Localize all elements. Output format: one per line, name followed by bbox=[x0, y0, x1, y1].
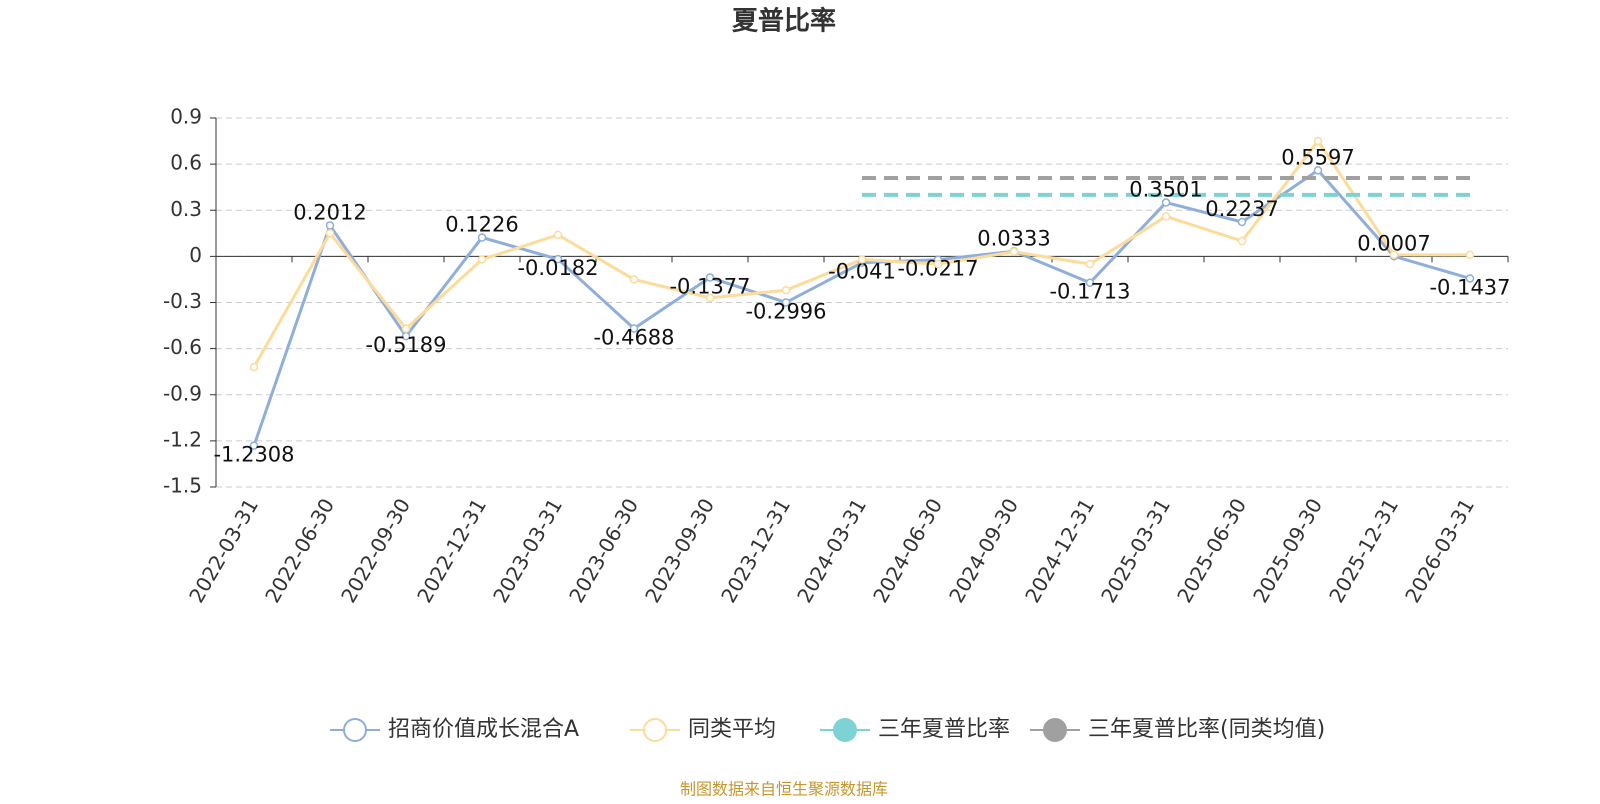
data-label: -0.0182 bbox=[517, 256, 598, 280]
x-tick-label: 2024-06-30 bbox=[868, 494, 947, 607]
y-tick-label: -1.5 bbox=[163, 474, 202, 498]
x-tick-label: 2023-06-30 bbox=[564, 494, 643, 607]
x-tick-label: 2022-06-30 bbox=[260, 494, 339, 607]
x-tick-label: 2023-09-30 bbox=[640, 494, 719, 607]
legend-item[interactable]: 三年夏普比率(同类均值) bbox=[1030, 717, 1325, 742]
point bbox=[1313, 166, 1323, 175]
point bbox=[325, 221, 335, 230]
legend-marker bbox=[833, 718, 857, 742]
x-tick-label: 2023-12-31 bbox=[716, 494, 795, 607]
point bbox=[1085, 278, 1095, 287]
data-label: -0.1437 bbox=[1429, 275, 1510, 299]
data-label: -0.1713 bbox=[1049, 280, 1130, 304]
point bbox=[1313, 136, 1323, 146]
legend-label: 同类平均 bbox=[688, 717, 776, 742]
point bbox=[1009, 247, 1019, 257]
footer: 制图数据来自恒生聚源数据库 bbox=[680, 780, 888, 799]
legend-label: 三年夏普比率 bbox=[878, 717, 1010, 742]
x-tick-label: 2023-03-31 bbox=[488, 494, 567, 607]
legend-marker bbox=[643, 718, 667, 742]
point bbox=[629, 324, 639, 333]
data-label: -0.5189 bbox=[365, 333, 446, 357]
point bbox=[1161, 212, 1171, 221]
x-tick-label: 2022-03-31 bbox=[184, 494, 263, 607]
data-label: 0.5597 bbox=[1281, 145, 1354, 169]
data-label: 0.0333 bbox=[977, 226, 1050, 250]
x-tick-label: 2025-03-31 bbox=[1096, 494, 1175, 607]
point bbox=[249, 441, 259, 450]
legend-item[interactable]: 招商价值成长混合A bbox=[330, 717, 579, 742]
y-tick-label: -1.2 bbox=[163, 427, 202, 451]
y-tick-label: 0 bbox=[189, 243, 202, 267]
x-tick-label: 2025-06-30 bbox=[1172, 494, 1251, 607]
y-tick-label: 0.9 bbox=[170, 105, 202, 129]
point bbox=[1465, 274, 1475, 283]
point bbox=[781, 298, 791, 307]
point bbox=[477, 255, 487, 264]
point bbox=[1237, 217, 1247, 227]
y-tick-label: -0.9 bbox=[163, 381, 202, 405]
legend-label: 三年夏普比率(同类均值) bbox=[1088, 717, 1325, 742]
point bbox=[705, 293, 715, 303]
point bbox=[1161, 198, 1171, 207]
data-label: -1.2308 bbox=[213, 443, 294, 467]
point bbox=[249, 362, 259, 372]
data-label: -0.4688 bbox=[593, 325, 674, 349]
point bbox=[1389, 250, 1399, 260]
legend-item[interactable]: 同类平均 bbox=[630, 717, 776, 742]
legend-marker bbox=[1043, 718, 1067, 742]
x-tick-label: 2024-09-30 bbox=[944, 494, 1023, 607]
y-tick-label: 0.6 bbox=[170, 151, 202, 175]
y-tick-label: -0.3 bbox=[163, 289, 202, 313]
data-label: 0.2012 bbox=[293, 200, 366, 224]
y-tick-label: -0.6 bbox=[163, 335, 202, 359]
x-tick-label: 2026-03-31 bbox=[1400, 494, 1479, 607]
series-line bbox=[252, 168, 1471, 447]
legend-label: 招商价值成长混合A bbox=[388, 717, 579, 742]
data-label: 0.3501 bbox=[1129, 178, 1202, 202]
legend-marker bbox=[343, 718, 367, 742]
point bbox=[553, 230, 563, 240]
x-tick-label: 2025-09-30 bbox=[1248, 494, 1327, 607]
point bbox=[857, 255, 867, 264]
point bbox=[1085, 259, 1095, 269]
data-label: -0.2996 bbox=[745, 299, 826, 323]
x-tick-label: 2024-12-31 bbox=[1020, 494, 1099, 607]
point bbox=[629, 275, 639, 284]
point bbox=[1465, 250, 1475, 260]
point bbox=[401, 324, 411, 333]
point bbox=[1237, 236, 1247, 246]
chart-title: 夏普比率 bbox=[732, 6, 836, 37]
x-tick-label: 2022-12-31 bbox=[412, 494, 491, 607]
x-tick-label: 2024-03-31 bbox=[792, 494, 871, 607]
point bbox=[933, 259, 943, 269]
point bbox=[553, 254, 563, 264]
point bbox=[477, 233, 487, 242]
data-label: 0.1226 bbox=[445, 213, 518, 237]
point bbox=[705, 273, 715, 282]
x-tick-label: 2022-09-30 bbox=[336, 494, 415, 607]
point bbox=[325, 229, 335, 238]
y-tick-label: 0.3 bbox=[170, 197, 202, 221]
legend-item[interactable]: 三年夏普比率 bbox=[820, 717, 1010, 742]
x-tick-label: 2025-12-31 bbox=[1324, 494, 1403, 607]
data-label: 0.2237 bbox=[1205, 197, 1278, 221]
point bbox=[781, 285, 791, 295]
